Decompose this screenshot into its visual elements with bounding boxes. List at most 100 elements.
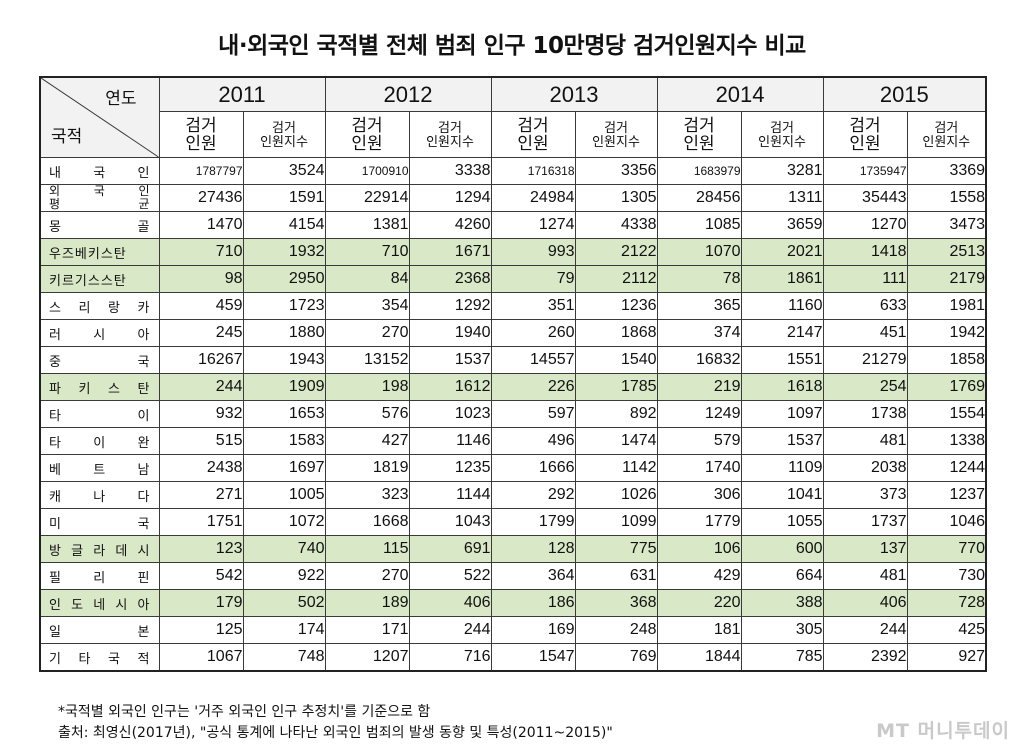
arrest-index-cell: 2122 xyxy=(574,238,658,266)
arrest-count-cell: 1249 xyxy=(656,400,742,428)
table-row: 캐 나 다 271 1005 323 1144 292 1026 306 1041 373 1237 xyxy=(39,481,987,509)
arrest-count-cell: 21279 xyxy=(822,346,908,374)
arrest-count-cell: 1668 xyxy=(324,508,410,536)
arrest-index-cell: 3356 xyxy=(574,157,658,185)
arrest-count-cell: 1547 xyxy=(490,643,576,672)
arrest-count-cell: 2038 xyxy=(822,454,908,482)
arrest-count-cell: 1819 xyxy=(324,454,410,482)
arrest-count-cell: 1683979 xyxy=(656,157,742,185)
arrest-count-cell: 2392 xyxy=(822,643,908,672)
table-row: 우즈베키스탄 710 1932 710 1671 993 2122 1070 2021 1418 2… xyxy=(39,238,987,266)
arrest-index-cell: 1099 xyxy=(574,508,658,536)
arrest-count-cell: 1751 xyxy=(158,508,244,536)
table-row: 파 키 스 탄 244 1909 198 1612 226 1785 219 1618 254 17… xyxy=(39,373,987,401)
arrest-count-cell: 244 xyxy=(822,616,908,644)
arrest-count-cell: 710 xyxy=(158,238,244,266)
arrest-index-cell: 406 xyxy=(408,589,492,617)
arrest-index-cell: 1943 xyxy=(242,346,326,374)
arrest-index-cell: 4338 xyxy=(574,211,658,239)
arrest-index-cell: 1554 xyxy=(906,400,987,428)
table-row: 필 리 핀 542 922 270 522 364 631 429 664 481 730 xyxy=(39,562,987,590)
arrest-index-cell: 664 xyxy=(740,562,824,590)
arrest-count-cell: 597 xyxy=(490,400,576,428)
arrest-index-cell: 305 xyxy=(740,616,824,644)
country-cell: 키르기스스탄 xyxy=(39,265,160,293)
arrest-index-cell: 1671 xyxy=(408,238,492,266)
arrest-count-cell: 406 xyxy=(822,589,908,617)
arrest-count-cell: 125 xyxy=(158,616,244,644)
arrest-count-cell: 220 xyxy=(656,589,742,617)
arrest-count-cell: 106 xyxy=(656,535,742,563)
arrest-count-cell: 1779 xyxy=(656,508,742,536)
arrest-index-cell: 1697 xyxy=(242,454,326,482)
arrest-count-cell: 79 xyxy=(490,265,576,293)
country-cell: 일 본 xyxy=(39,616,160,644)
arrest-index-cell: 1591 xyxy=(242,184,326,212)
sub-header-count: 검거 인원 xyxy=(656,111,742,158)
arrest-index-cell: 1785 xyxy=(574,373,658,401)
arrest-index-table: 연도 국적 2011 2012 2013 2014 2015 검거 인원 검거 인원지… xyxy=(39,76,988,672)
country-cell: 타 이 완 xyxy=(39,427,160,455)
arrest-index-cell: 2950 xyxy=(242,265,326,293)
arrest-count-cell: 189 xyxy=(324,589,410,617)
arrest-index-cell: 2112 xyxy=(574,265,658,293)
arrest-index-cell: 1072 xyxy=(242,508,326,536)
arrest-index-cell: 1305 xyxy=(574,184,658,212)
arrest-count-cell: 22914 xyxy=(324,184,410,212)
arrest-count-cell: 1737 xyxy=(822,508,908,536)
arrest-count-cell: 1270 xyxy=(822,211,908,239)
arrest-index-cell: 2147 xyxy=(740,319,824,347)
arrest-count-cell: 323 xyxy=(324,481,410,509)
arrest-index-cell: 174 xyxy=(242,616,326,644)
arrest-index-cell: 892 xyxy=(574,400,658,428)
arrest-count-cell: 459 xyxy=(158,292,244,320)
watermark-logo: MT 머니투데이 xyxy=(876,720,1010,742)
arrest-index-cell: 1909 xyxy=(242,373,326,401)
arrest-index-cell: 785 xyxy=(740,643,824,672)
arrest-count-cell: 1735947 xyxy=(822,157,908,185)
sub-header-count: 검거 인원 xyxy=(490,111,576,158)
arrest-count-cell: 427 xyxy=(324,427,410,455)
arrest-index-cell: 1551 xyxy=(740,346,824,374)
table-row: 내 국 인 1787797 3524 1700910 3338 1716318 3356 16… xyxy=(39,157,987,185)
arrest-index-cell: 2513 xyxy=(906,238,987,266)
arrest-index-cell: 1940 xyxy=(408,319,492,347)
arrest-count-cell: 1381 xyxy=(324,211,410,239)
arrest-count-cell: 576 xyxy=(324,400,410,428)
arrest-count-cell: 35443 xyxy=(822,184,908,212)
arrest-count-cell: 98 xyxy=(158,265,244,293)
country-cell: 베 트 남 xyxy=(39,454,160,482)
arrest-count-cell: 1799 xyxy=(490,508,576,536)
arrest-index-cell: 1237 xyxy=(906,481,987,509)
arrest-count-cell: 351 xyxy=(490,292,576,320)
table-row: 일 본 125 174 171 244 169 248 181 305 244 425 xyxy=(39,616,987,644)
arrest-index-cell: 1244 xyxy=(906,454,987,482)
arrest-count-cell: 271 xyxy=(158,481,244,509)
arrest-count-cell: 186 xyxy=(490,589,576,617)
sub-header-index: 검거 인원지수 xyxy=(906,111,987,158)
corner-header-cell: 연도 국적 xyxy=(39,76,160,158)
arrest-count-cell: 24984 xyxy=(490,184,576,212)
arrest-index-cell: 2368 xyxy=(408,265,492,293)
arrest-index-cell: 730 xyxy=(906,562,987,590)
arrest-index-cell: 1723 xyxy=(242,292,326,320)
arrest-index-cell: 4260 xyxy=(408,211,492,239)
year-header: 2015 xyxy=(822,76,987,112)
country-cell: 캐 나 다 xyxy=(39,481,160,509)
arrest-count-cell: 111 xyxy=(822,265,908,293)
arrest-count-cell: 932 xyxy=(158,400,244,428)
arrest-count-cell: 198 xyxy=(324,373,410,401)
arrest-index-cell: 769 xyxy=(574,643,658,672)
arrest-index-cell: 1311 xyxy=(740,184,824,212)
country-cell: 내 국 인 xyxy=(39,157,160,185)
arrest-index-cell: 1880 xyxy=(242,319,326,347)
arrest-count-cell: 1738 xyxy=(822,400,908,428)
arrest-count-cell: 181 xyxy=(656,616,742,644)
arrest-count-cell: 542 xyxy=(158,562,244,590)
arrest-count-cell: 1470 xyxy=(158,211,244,239)
table-row: 스 리 랑 카 459 1723 354 1292 351 1236 365 1160 633 19… xyxy=(39,292,987,320)
arrest-index-cell: 4154 xyxy=(242,211,326,239)
sub-header-index: 검거 인원지수 xyxy=(408,111,492,158)
arrest-count-cell: 364 xyxy=(490,562,576,590)
arrest-count-cell: 1070 xyxy=(656,238,742,266)
